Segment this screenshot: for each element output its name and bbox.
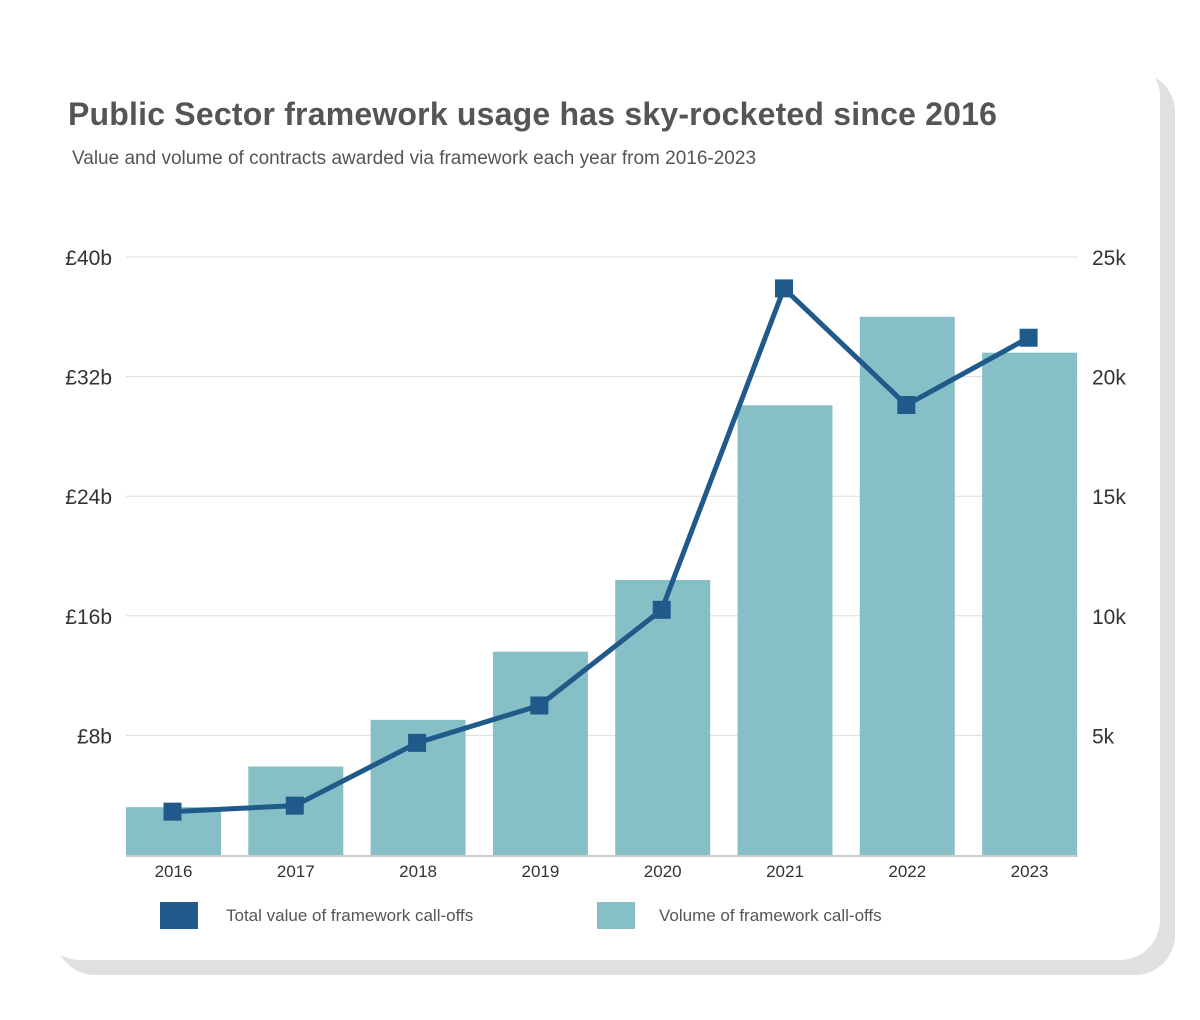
value-marker-2022	[897, 396, 916, 415]
right-tick-label: 25k	[1092, 247, 1126, 270]
value-marker-2021	[775, 279, 793, 298]
x-tick-label: 2017	[277, 862, 315, 881]
bar-2020	[615, 579, 711, 855]
legend-item-value: Total value of framework call-offs	[160, 902, 473, 929]
value-marker-2019	[530, 696, 549, 715]
x-tick-label: 2021	[766, 862, 804, 881]
right-tick-label: 10k	[1092, 606, 1126, 629]
bar-2019	[492, 651, 588, 855]
bar-2023	[982, 352, 1078, 855]
value-line	[172, 285, 1030, 815]
x-tick-label: 2020	[644, 862, 682, 881]
right-tick-label: 5k	[1092, 725, 1115, 748]
x-tick-label: 2018	[399, 862, 437, 881]
chart-title: Public Sector framework usage has sky-ro…	[68, 96, 998, 132]
legend-label-volume: Volume of framework call-offs	[659, 905, 882, 925]
value-marker-2023	[1019, 328, 1038, 347]
x-tick-label: 2016	[155, 862, 193, 881]
chart-subtitle: Value and volume of contracts awarded vi…	[72, 148, 757, 169]
legend-swatch-volume	[597, 902, 635, 929]
left-tick-label: £32b	[65, 367, 112, 390]
left-tick-label: £40b	[65, 247, 112, 270]
value-marker-2017	[285, 796, 304, 815]
right-tick-label: 15k	[1092, 486, 1126, 509]
right-tick-label: 20k	[1092, 367, 1126, 390]
x-tick-label: 2019	[521, 862, 559, 881]
legend-item-volume: Volume of framework call-offs	[597, 902, 882, 929]
left-tick-label: £8b	[77, 725, 112, 748]
left-tick-label: £24b	[65, 486, 112, 509]
legend-label-value: Total value of framework call-offs	[226, 905, 474, 925]
value-marker-2020	[652, 600, 671, 619]
value-marker-2018	[408, 733, 427, 752]
bar-2021	[737, 405, 833, 855]
x-tick-label: 2023	[1011, 862, 1049, 881]
x-tick-label: 2022	[888, 862, 926, 881]
value-marker-2016	[163, 802, 182, 821]
legend-swatch-value	[160, 902, 198, 929]
left-tick-label: £16b	[65, 606, 112, 629]
